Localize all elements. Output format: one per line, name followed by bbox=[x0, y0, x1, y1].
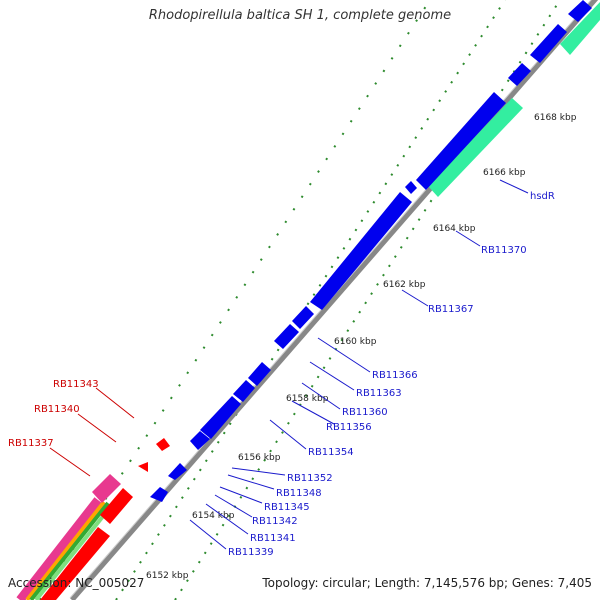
cds-arrow bbox=[190, 431, 210, 450]
inner-dot-track bbox=[174, 0, 561, 600]
cds-arrow bbox=[568, 0, 592, 22]
tick-label: 6156 kbp bbox=[238, 453, 281, 463]
gene-label: RB11342 bbox=[252, 516, 298, 527]
cds-arrow bbox=[274, 324, 299, 349]
cds-arrow bbox=[292, 306, 314, 329]
tick-label: 6152 kbp bbox=[146, 571, 189, 581]
pink-feature bbox=[92, 474, 121, 503]
gene-label: RB11348 bbox=[276, 488, 322, 499]
gene-label: RB11339 bbox=[228, 547, 274, 558]
cds-arrow bbox=[416, 92, 506, 190]
cds-arrow bbox=[310, 192, 412, 310]
gene-label: RB11352 bbox=[287, 473, 333, 484]
forward-cds-track bbox=[150, 0, 592, 502]
genome-title: Rhodopirellula baltica SH 1, complete ge… bbox=[148, 8, 452, 23]
cds-arrow-red bbox=[100, 488, 133, 524]
gene-label: RB11345 bbox=[264, 502, 310, 513]
cds-arrow bbox=[508, 63, 531, 86]
gene-label-red: RB11337 bbox=[8, 438, 54, 449]
red-label-leaders bbox=[49, 387, 135, 477]
color-bands bbox=[16, 497, 114, 600]
gene-label: RB11360 bbox=[342, 407, 388, 418]
gene-label: hsdR bbox=[530, 191, 555, 202]
tick-label: 6162 kbp bbox=[383, 280, 426, 290]
blue-gene-labels: RB11339 RB11341 RB11342 RB11345 RB11348 … bbox=[228, 191, 555, 558]
tick-label: 6158 kbp bbox=[286, 394, 329, 404]
cds-arrow bbox=[248, 362, 271, 386]
tick-label: 6168 kbp bbox=[534, 113, 577, 123]
gene-label: RB11367 bbox=[428, 304, 474, 315]
outer-dot-track bbox=[115, 0, 506, 600]
genome-summary-text: Topology: circular; Length: 7,145,576 bp… bbox=[262, 576, 592, 590]
accession-text: Accession: NC_005027 bbox=[8, 576, 145, 590]
genome-backbone bbox=[70, 0, 599, 600]
cds-arrow bbox=[233, 380, 255, 402]
gene-label: RB11366 bbox=[372, 370, 418, 381]
tick-label: 6166 kbp bbox=[483, 168, 526, 178]
cds-arrow bbox=[405, 181, 417, 194]
gene-label-red: RB11343 bbox=[53, 379, 99, 390]
tick-labels: 6152 kbp 6154 kbp 6156 kbp 6158 kbp 6160… bbox=[146, 113, 577, 581]
cds-arrow bbox=[168, 463, 187, 480]
red-gene-labels: RB11337 RB11340 RB11343 bbox=[8, 379, 99, 449]
cds-arrow-red bbox=[40, 527, 110, 600]
blue-label-leaders bbox=[189, 179, 529, 550]
cds-arrow bbox=[530, 24, 567, 63]
gene-label-red: RB11340 bbox=[34, 404, 80, 415]
tick-label: 6160 kbp bbox=[334, 337, 377, 347]
tick-label: 6154 kbp bbox=[192, 511, 235, 521]
cds-arrow-red bbox=[156, 438, 170, 451]
gene-label: RB11370 bbox=[481, 245, 527, 256]
gene-label: RB11341 bbox=[250, 533, 296, 544]
cds-arrow bbox=[150, 487, 168, 502]
gene-label: RB11354 bbox=[308, 447, 354, 458]
tick-label: 6164 kbp bbox=[433, 224, 476, 234]
hsdR-feature-upper bbox=[560, 2, 600, 55]
gene-label: RB11356 bbox=[326, 422, 372, 433]
gene-label: RB11363 bbox=[356, 388, 402, 399]
hsdR-feature bbox=[428, 98, 523, 197]
cds-arrow bbox=[200, 396, 241, 439]
reverse-cds-track bbox=[40, 438, 170, 600]
cds-arrow-red bbox=[138, 462, 148, 472]
hsdR-feature-track bbox=[92, 2, 600, 503]
